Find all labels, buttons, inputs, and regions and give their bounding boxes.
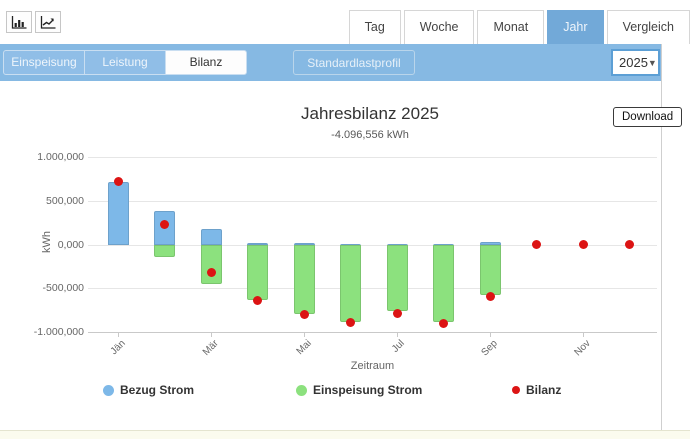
tab-tag[interactable]: Tag — [348, 10, 401, 44]
download-button[interactable]: Download — [613, 107, 683, 127]
bar-einspeisung-strom-aug[interactable] — [433, 244, 455, 323]
bottom-strip — [0, 430, 690, 439]
right-margin — [661, 44, 690, 430]
year-select[interactable]: 2025 ▼ — [611, 49, 660, 76]
bilanz-point-mai[interactable] — [299, 309, 309, 319]
bar-chart-view-button[interactable] — [6, 11, 32, 33]
bilanz-point-apr[interactable] — [253, 296, 263, 306]
chart-subtitle: -4.096,556 kWh — [331, 129, 409, 141]
bilanz-point-dez[interactable] — [625, 239, 635, 249]
bar-einspeisung-strom-sep[interactable] — [479, 244, 501, 296]
legend-einspeisung-strom-dot-icon — [296, 384, 307, 396]
bar-einspeisung-strom-jul[interactable] — [386, 244, 408, 311]
bar-einspeisung-strom-jun[interactable] — [340, 244, 362, 322]
view-segments: Einspeisung Leistung Bilanz — [3, 50, 247, 75]
bar-einspeisung-strom-m-r[interactable] — [200, 244, 222, 284]
tab-vergleich[interactable]: Vergleich — [606, 10, 690, 44]
legend-bezug-strom-dot-icon — [103, 384, 114, 396]
toolbar: Einspeisung Leistung Bilanz Standardlastpr… — [0, 44, 661, 81]
chart-panel: Jahresbilanz 2025 -4.096,556 kWh Downloa… — [0, 81, 683, 430]
line-chart-icon — [40, 15, 56, 29]
bilanz-point-j-n[interactable] — [113, 177, 123, 187]
chart-legend: Bezug Strom Einspeisung Strom Bilanz — [0, 383, 661, 403]
chart-type-buttons — [6, 11, 61, 33]
segment-einspeisung[interactable]: Einspeisung — [3, 50, 85, 75]
bar-einspeisung-strom-feb[interactable] — [154, 244, 176, 257]
header: Tag Woche Monat Jahr Vergleich — [0, 0, 690, 44]
chevron-down-icon: ▼ — [647, 57, 657, 68]
bilanz-point-okt[interactable] — [532, 239, 542, 249]
legend-item-einspeisung-strom[interactable]: Einspeisung Strom — [296, 383, 422, 397]
bar-chart-icon — [11, 15, 27, 29]
legend-label: Bilanz — [526, 383, 562, 397]
period-tabs: Tag Woche Monat Jahr Vergleich — [346, 10, 690, 44]
chart-title: Jahresbilanz 2025 — [301, 104, 439, 123]
legend-label: Einspeisung Strom — [313, 383, 423, 397]
bar-bezug-strom-sep[interactable] — [479, 242, 501, 245]
bilanz-point-jul[interactable] — [392, 309, 402, 319]
legend-label: Bezug Strom — [120, 383, 195, 397]
bilanz-point-aug[interactable] — [439, 318, 449, 328]
standardlastprofil-button[interactable]: Standardlastprofil — [293, 50, 415, 75]
year-select-value: 2025 — [619, 55, 648, 70]
bilanz-point-m-r[interactable] — [206, 268, 216, 277]
bar-einspeisung-strom-mai[interactable] — [293, 244, 315, 314]
bilanz-point-nov[interactable] — [578, 239, 588, 249]
tab-woche[interactable]: Woche — [403, 10, 475, 44]
bar-einspeisung-strom-apr[interactable] — [247, 244, 269, 300]
tab-monat[interactable]: Monat — [477, 10, 545, 44]
legend-item-bilanz[interactable]: Bilanz — [512, 383, 561, 397]
legend-item-bezug-strom[interactable]: Bezug Strom — [103, 383, 194, 397]
bilanz-point-sep[interactable] — [485, 291, 495, 301]
tab-jahr[interactable]: Jahr — [547, 10, 604, 44]
line-chart-view-button[interactable] — [35, 11, 61, 33]
segment-leistung[interactable]: Leistung — [84, 50, 166, 75]
segment-bilanz[interactable]: Bilanz — [165, 50, 247, 75]
bar-bezug-strom-j-n[interactable] — [107, 181, 129, 245]
bar-bezug-strom-m-r[interactable] — [200, 228, 222, 245]
bilanz-point-feb[interactable] — [160, 219, 170, 229]
bilanz-point-jun[interactable] — [346, 317, 356, 327]
legend-bilanz-dot-icon — [512, 386, 520, 394]
